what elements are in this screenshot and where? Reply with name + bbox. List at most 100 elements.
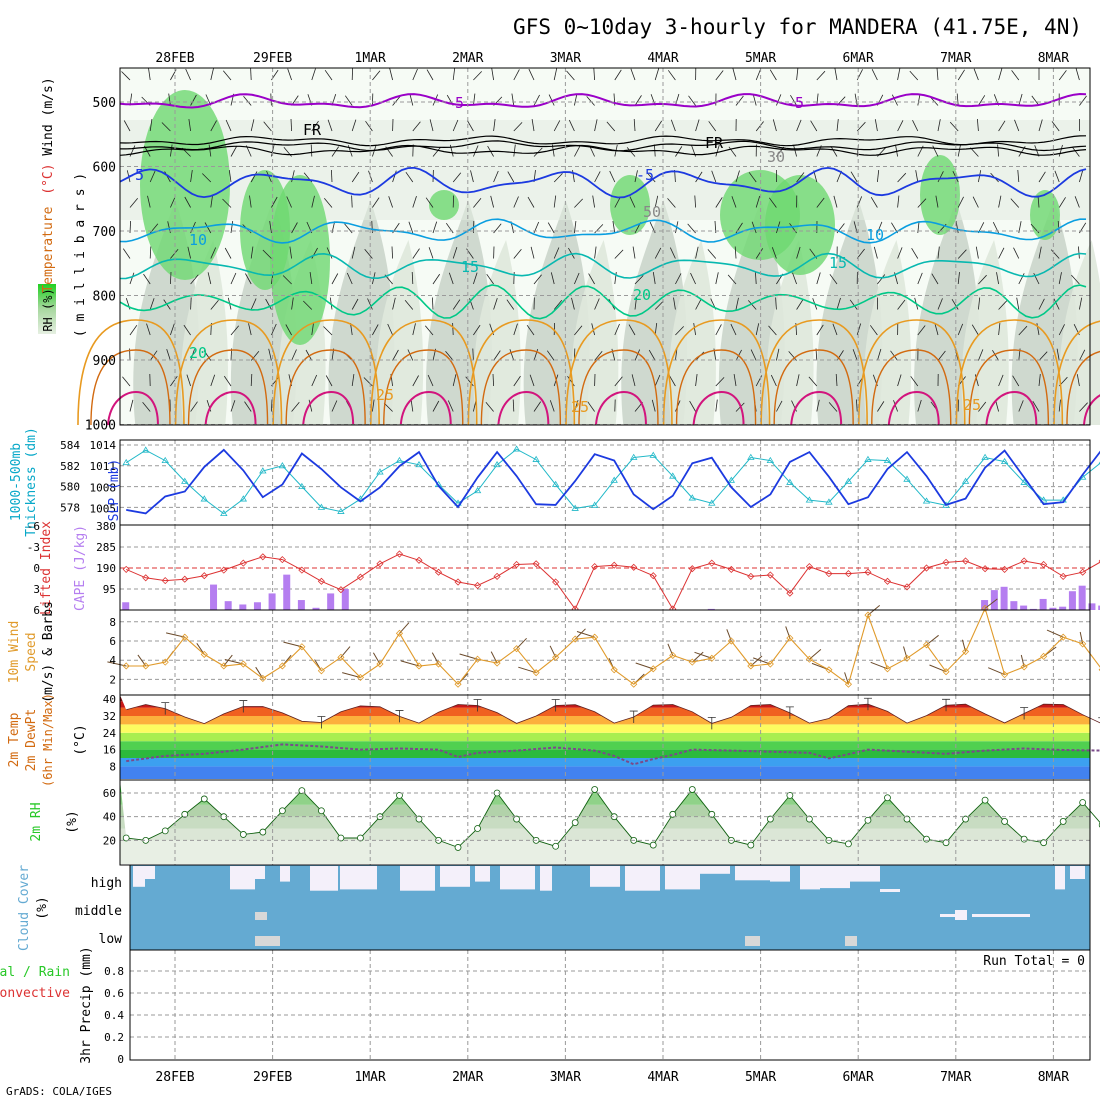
wind-barb-671 — [1079, 402, 1088, 412]
wind-barb-270 — [507, 171, 515, 183]
wind-barb-21 — [149, 246, 152, 259]
wind-barb-513 — [849, 299, 858, 310]
contour-label-14: 25 — [963, 396, 981, 414]
wind-barb-374 — [654, 323, 658, 336]
cape-bar-23 — [1078, 585, 1086, 610]
wind-barb-380 — [670, 119, 676, 132]
wind-barb-444 — [755, 323, 760, 336]
wind10m-marker-27 — [649, 665, 657, 673]
wind10m-marker-24 — [591, 633, 599, 641]
wind-barb-173 — [372, 197, 380, 208]
wind10m-barb-42 — [929, 664, 947, 673]
cloud-tick-low: low — [99, 932, 123, 947]
wind10m-marker-39 — [883, 665, 892, 673]
thickness-marker-40 — [903, 475, 911, 482]
wind-barb-260 — [486, 273, 494, 285]
top-date-label-1: 29FEB — [253, 51, 292, 66]
contour-label-13: 25 — [571, 398, 589, 416]
wind-barb-67 — [203, 350, 212, 361]
contour-minus5-upper — [119, 92, 1087, 109]
wind-barb-13 — [129, 399, 134, 412]
rh2m-marker-20 — [513, 815, 520, 823]
temp2m-minmax-bar-14 — [395, 710, 404, 723]
lifted-index-marker-30 — [708, 559, 716, 567]
wind-barb-166 — [351, 374, 355, 387]
profile-ylabel-temp-unit: (°C) — [41, 163, 56, 194]
wind-barb-624 — [1018, 273, 1025, 285]
wind-barb-78 — [230, 272, 237, 285]
rh2m-marker-8 — [278, 807, 286, 815]
rh2m-panel: 60 40 20 2m RH (%) — [29, 779, 1100, 866]
wind-barb-386 — [675, 273, 682, 285]
wind-barb-285 — [527, 196, 535, 208]
thickness-marker-14 — [395, 456, 404, 463]
wind-barb-341 — [614, 196, 621, 208]
cloud-ylabel-1: Cloud Cover — [17, 865, 32, 951]
contour-35-dome-5 — [594, 390, 647, 426]
wind-barb-74 — [228, 170, 232, 183]
thickness-marker-4 — [200, 495, 208, 502]
wind-barb-399 — [695, 246, 699, 259]
wind-barb-590 — [977, 118, 979, 132]
wind-barb-385 — [669, 247, 676, 259]
contour-labels: -5 -5 FR FR -5 -5 10 10 15 15 20 20 25 25 25 50 30 — [126, 94, 981, 416]
wind-barb-2 — [123, 120, 131, 132]
wind-barb-506 — [856, 121, 866, 132]
wind10m-marker-48 — [1059, 633, 1067, 641]
wind-barb-598 — [971, 324, 979, 336]
wind10m-marker-37 — [844, 680, 853, 688]
wind-barb-545 — [893, 400, 898, 412]
thickness-line — [125, 448, 1100, 515]
wind-barb-240 — [467, 120, 474, 132]
wind-barb-330 — [588, 273, 595, 285]
wind-barb-42 — [185, 68, 191, 81]
wind-barb-23 — [149, 298, 155, 310]
lifted-index-marker-22 — [552, 578, 560, 586]
wind-barb-455 — [771, 247, 777, 259]
cloud-clear-high-22 — [1055, 866, 1065, 890]
wind10m-marker-11 — [337, 653, 345, 661]
top-date-label-5: 4MAR — [647, 51, 678, 66]
wind-barb-375 — [648, 349, 656, 361]
wind-barb-208 — [412, 375, 419, 387]
lifted-index-marker-49 — [1079, 568, 1087, 576]
wind10m-barb-18 — [459, 653, 478, 660]
wind-barb-432 — [733, 374, 737, 387]
thickness-marker-43 — [961, 477, 970, 484]
wind-barb-642 — [1038, 374, 1041, 387]
wind-barb-659 — [1079, 95, 1087, 106]
wind-barb-125 — [291, 402, 300, 412]
wind-barb-450 — [772, 119, 777, 132]
wind-barb-239 — [473, 93, 476, 106]
wind10m-marker-20 — [513, 645, 521, 653]
thickness-marker-17 — [454, 499, 462, 506]
cape-ylabel: CAPE (J/kg) — [73, 525, 88, 611]
wind-barb-460 — [770, 374, 777, 387]
wind-barb-387 — [673, 297, 676, 310]
slp-tick-1008: 1008 — [90, 481, 117, 494]
lifted-index-tick-0: -6 — [27, 520, 40, 533]
temp-band-20 — [120, 732, 1090, 742]
wind10m-barb-12 — [342, 672, 361, 678]
wind-barb-197 — [409, 93, 414, 106]
wind-barb-665 — [1078, 246, 1080, 259]
wind-barb-159 — [351, 195, 353, 208]
wind-barb-358 — [634, 275, 644, 285]
bottom-date-label-6: 5MAR — [745, 1070, 776, 1085]
temp2m-series — [120, 695, 1100, 766]
wind-barb-611 — [998, 300, 1008, 310]
lifted-index-marker-39 — [883, 577, 892, 585]
temp2m-upper-mask — [120, 695, 1100, 724]
bottom-date-label-0: 28FEB — [155, 1070, 194, 1085]
lifted-index-marker-48 — [1059, 572, 1067, 580]
wind-barb-64 — [207, 272, 212, 285]
wind-barb-139 — [308, 399, 313, 412]
slp-line — [126, 448, 1100, 515]
wind-barb-82 — [223, 375, 232, 387]
contour-label-2: FR — [303, 121, 322, 139]
wind-barb-414 — [715, 272, 719, 285]
wind-barb-298 — [553, 173, 563, 183]
wind-barb-136 — [311, 323, 314, 336]
thickness-marker-5 — [220, 509, 228, 517]
contour-35-dome-3 — [399, 390, 452, 426]
